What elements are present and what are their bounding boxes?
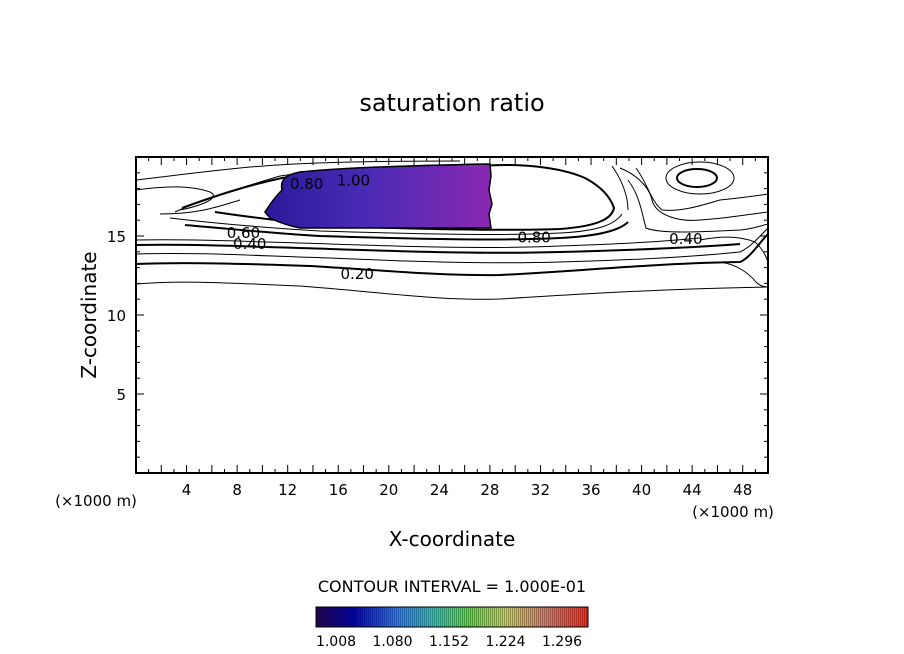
x-tick-label: 36	[581, 481, 600, 499]
colorbar-labels: 1.008 1.080 1.152 1.224 1.296	[316, 634, 582, 650]
chart-title: saturation ratio	[359, 89, 544, 117]
contour-label: 0.80	[517, 229, 550, 247]
x-tick-label: 40	[632, 481, 651, 499]
x-tick-labels: 4 8 12 16 20 24 28 32 36 40 44 48	[182, 481, 752, 499]
contour-right-cell	[676, 168, 718, 188]
contour-interval: CONTOUR INTERVAL = 1.000E-01	[318, 577, 586, 596]
colorbar-label: 1.152	[429, 634, 469, 650]
y-tick-label: 5	[116, 386, 126, 404]
x-tick-label: 44	[683, 481, 702, 499]
y-tick-label: 10	[107, 307, 126, 325]
colorbar-label: 1.224	[485, 634, 525, 650]
x-tick-label: 4	[182, 481, 192, 499]
colorbar-label: 1.296	[542, 634, 582, 650]
x-tick-label: 48	[733, 481, 752, 499]
contour-right-a	[619, 167, 768, 221]
contour-labels: 0.200.400.60 0.80 0.400.80 1.00	[227, 172, 703, 283]
x-tick-label: 20	[379, 481, 398, 499]
x-tick-label: 24	[430, 481, 449, 499]
contour-label: 0.80	[290, 175, 323, 193]
contour-right-d	[611, 165, 629, 211]
supersaturation-region	[264, 163, 493, 229]
y-tick-labels: 5 10 15	[107, 228, 126, 404]
contour-lines	[136, 160, 768, 300]
x-tick-label: 8	[232, 481, 242, 499]
x-tick-label: 12	[278, 481, 297, 499]
contour-0-40	[136, 243, 741, 254]
contour-right-c	[635, 167, 768, 211]
contour-label: 1.00	[337, 172, 370, 190]
contour-upper-left-b	[136, 186, 214, 211]
colorbar-stripes	[316, 607, 588, 627]
x-unit-right: (×1000 m)	[692, 503, 774, 521]
x-axis-label: X-coordinate	[389, 527, 516, 551]
contour-label: 0.20	[340, 265, 373, 283]
x-tick-label: 32	[531, 481, 550, 499]
x-tick-label: 28	[480, 481, 499, 499]
contour-right-f	[719, 261, 768, 288]
x-unit-left: (×1000 m)	[55, 492, 137, 510]
contour-0-50	[136, 237, 701, 248]
contour-upper-left-c	[159, 199, 241, 215]
y-tick-label: 15	[107, 228, 126, 246]
contour-label: 0.40	[233, 235, 266, 253]
contour-right-cell-outer	[665, 161, 735, 195]
colorbar-label: 1.080	[372, 634, 412, 650]
contour-upper-left-a	[136, 160, 461, 181]
axis-ticks	[136, 157, 768, 473]
x-tick-label: 16	[329, 481, 348, 499]
contour-0-20	[136, 233, 768, 277]
colorbar-label: 1.008	[316, 634, 356, 650]
contour-right-b	[627, 179, 768, 233]
contour-0-70	[169, 213, 623, 235]
contour-0-60	[184, 221, 629, 241]
contour-label: 0.60	[227, 224, 260, 242]
contour-right-e	[699, 236, 768, 263]
contour-label: 0.40	[669, 230, 702, 248]
colorbar-frame	[315, 606, 589, 628]
contour-0-30	[136, 227, 768, 264]
y-axis-label: Z-coordinate	[77, 251, 101, 378]
contour-0-10	[136, 281, 768, 300]
